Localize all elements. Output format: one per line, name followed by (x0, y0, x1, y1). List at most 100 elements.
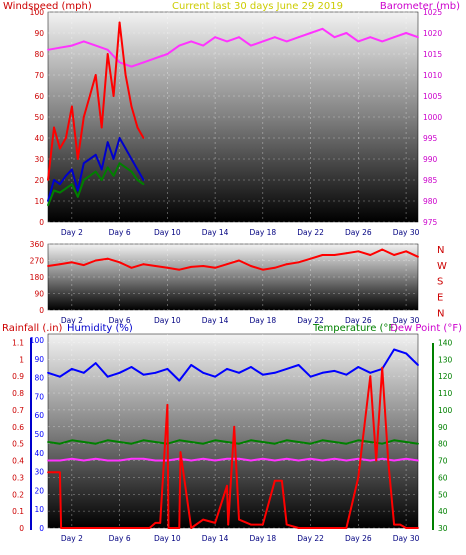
point-rainfall-in (309, 527, 312, 529)
point-windspeed (142, 179, 145, 181)
point-barometer-mb (250, 44, 252, 47)
point-temperature-f (369, 441, 372, 443)
point-dew-point-f (261, 457, 264, 460)
point-barometer-mb (118, 61, 121, 64)
left2-tick-label: 30 (34, 468, 44, 477)
point-rainfall-in (112, 527, 115, 529)
point-barometer-mb (405, 32, 407, 34)
point-dew-point-f (71, 457, 73, 460)
point-rainfall-in (261, 523, 264, 526)
point-gust (53, 126, 55, 129)
point-gust (136, 126, 139, 129)
point-windspeed (47, 200, 49, 202)
left2-tick-label: 70 (34, 392, 44, 401)
point-dew-point-f (118, 459, 121, 462)
point-rainfall-in (47, 471, 49, 474)
x-tick-label: Day 14 (202, 534, 229, 543)
point-windspeed (130, 158, 133, 160)
point-temperature-f (333, 441, 336, 443)
point-wind-direction (381, 248, 384, 251)
point-rainfall-in (142, 527, 145, 529)
point-humidity (369, 371, 372, 374)
x-tick-label: Day 6 (109, 316, 131, 325)
point-temperature-f (142, 439, 145, 442)
point-humidity (130, 366, 133, 368)
chart3-humidity-label: Humidity (%) (67, 323, 133, 334)
x-tick-label: Day 22 (297, 228, 324, 237)
left-tick-label: 1 (19, 355, 24, 364)
point-wind-direction (202, 265, 205, 267)
point-rainfall-in (375, 459, 378, 462)
point-dew-point-f (309, 457, 312, 460)
point-humidity (71, 368, 73, 370)
point-humidity (393, 348, 395, 351)
right-tick-label: 975 (423, 218, 438, 227)
point-temperature-f (71, 439, 73, 442)
point-windspeed (118, 137, 121, 139)
point-dew-point-f (285, 457, 288, 460)
point-humidity (47, 371, 49, 374)
point-wind-direction (321, 254, 324, 256)
left2-tick-label: 50 (34, 430, 44, 439)
point-temperature-f (250, 439, 252, 442)
point-windspeed (100, 168, 103, 171)
x-tick-label: Day 26 (345, 534, 372, 543)
point-rainfall-in (179, 451, 182, 453)
point-dew-point-f (82, 459, 85, 462)
point-barometer-mb (94, 44, 97, 47)
point-barometer-mb (202, 44, 205, 47)
point-dew-point-f (369, 459, 372, 462)
chart1-left-ticks: 0 10 20 30 40 50 60 70 80 90 100 (30, 8, 45, 227)
point-barometer-mb (130, 65, 133, 68)
point-gust (47, 179, 49, 181)
point-rainfall-in (159, 522, 162, 524)
point-temperature-f (285, 439, 288, 442)
x-tick-label: Day 14 (202, 316, 229, 325)
x-tick-label: Day 14 (202, 228, 229, 237)
point-humidity (214, 375, 217, 378)
point-rainfall-in (202, 518, 205, 521)
point-barometer-mb (309, 32, 312, 34)
point-dew-point-f (202, 457, 205, 460)
point-wind-direction (345, 252, 348, 255)
point-barometer-mb (154, 57, 157, 60)
point-humidity (405, 352, 407, 355)
point-humidity (82, 371, 85, 374)
point-wind-direction (47, 265, 49, 267)
point-rainfall-in (285, 523, 288, 526)
x-tick-label: Day 30 (393, 534, 420, 543)
point-rainfall-in (190, 527, 193, 529)
point-humidity (357, 366, 360, 368)
point-gust (106, 53, 109, 55)
chart1-x-ticks: Day 2 Day 6 Day 10 Day 14 Day 18 Day 22 Day 26… (61, 228, 420, 237)
chart1-left-axis-label: Windspeed (mph) (3, 1, 92, 12)
left2-tick-label: 40 (34, 449, 44, 458)
point-rainfall-in (178, 527, 181, 529)
point-gust (82, 116, 85, 118)
point-humidity (154, 371, 157, 374)
right-tick-label: 80 (438, 440, 448, 449)
point-wind-direction (417, 255, 419, 258)
point-rainfall-in (233, 425, 236, 428)
point-dew-point-f (357, 457, 360, 460)
point-gust (100, 126, 103, 129)
left-tick-label: 0.2 (12, 490, 24, 499)
right-tick-label: W (437, 261, 447, 272)
point-barometer-mb (214, 36, 217, 39)
left-tick-label: 80 (34, 50, 44, 59)
point-barometer-mb (261, 40, 264, 43)
point-wind-direction (226, 263, 228, 266)
left-tick-label: 1.1 (12, 338, 24, 347)
chart1-title: Current last 30 days June 29 2019 (172, 1, 343, 12)
point-temperature-f (417, 442, 419, 445)
chart3-grid (48, 334, 418, 529)
point-wind-direction (273, 266, 276, 269)
point-barometer-mb (285, 40, 288, 43)
point-average (130, 170, 133, 173)
chart2-series (47, 248, 419, 271)
point-temperature-f (405, 441, 407, 443)
point-humidity (190, 364, 193, 366)
point-dew-point-f (214, 459, 217, 462)
left-tick-label: 0.9 (12, 372, 24, 381)
point-gust (130, 105, 133, 108)
